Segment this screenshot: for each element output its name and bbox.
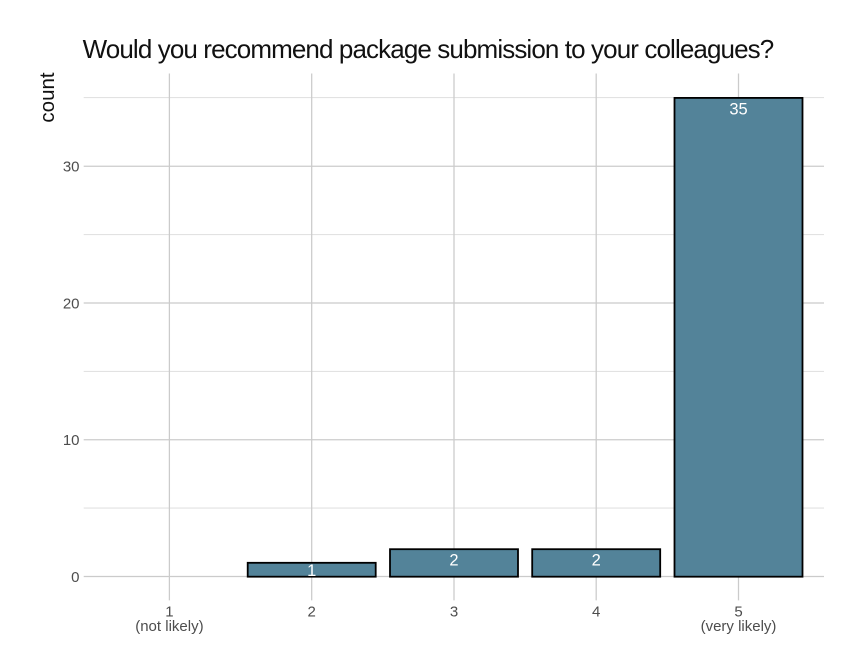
svg-text:2: 2 bbox=[308, 603, 316, 620]
svg-text:5: 5 bbox=[734, 603, 742, 620]
svg-text:3: 3 bbox=[450, 603, 458, 620]
svg-text:2: 2 bbox=[592, 552, 601, 570]
svg-text:1: 1 bbox=[307, 562, 316, 580]
svg-text:20: 20 bbox=[63, 295, 80, 312]
svg-text:0: 0 bbox=[71, 569, 79, 586]
svg-text:30: 30 bbox=[63, 159, 80, 176]
svg-text:35: 35 bbox=[729, 101, 747, 119]
svg-text:4: 4 bbox=[592, 603, 600, 620]
svg-text:(very likely): (very likely) bbox=[701, 618, 777, 635]
svg-text:count: count bbox=[36, 72, 59, 122]
svg-text:(not likely): (not likely) bbox=[135, 618, 203, 635]
svg-text:2: 2 bbox=[449, 552, 458, 570]
svg-text:10: 10 bbox=[63, 432, 80, 449]
svg-text:Would you recommend package su: Would you recommend package submission t… bbox=[83, 34, 774, 64]
svg-text:1: 1 bbox=[165, 603, 173, 620]
